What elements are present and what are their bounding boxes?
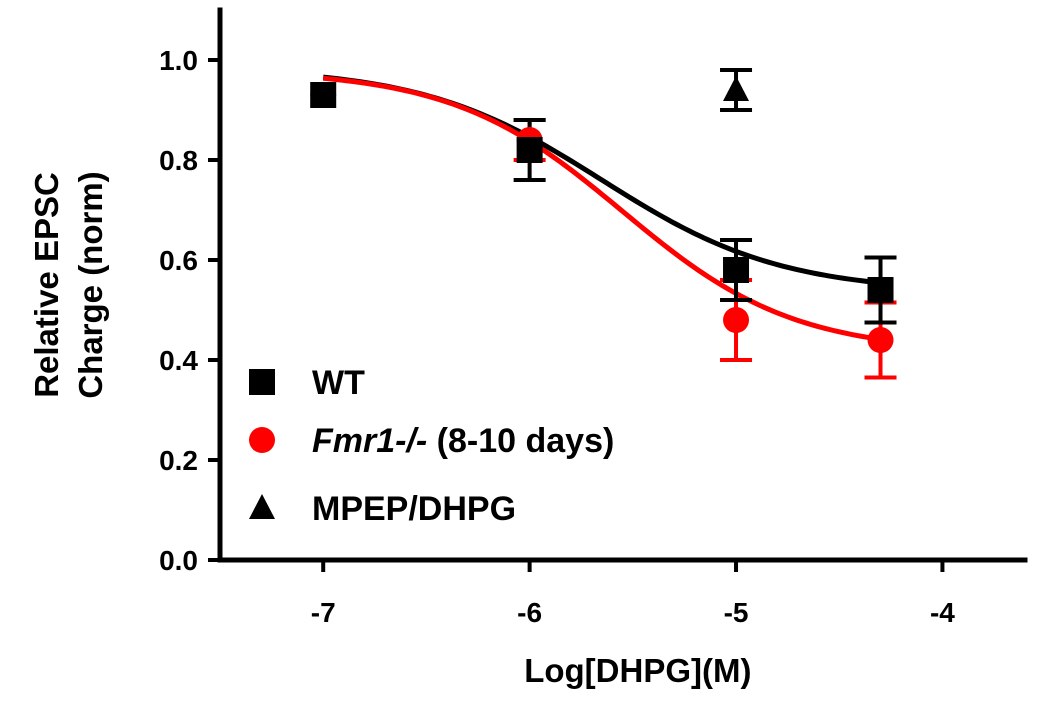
wt-square-point — [310, 82, 337, 108]
legend-item: Fmr1-/- (8-10 days) — [249, 422, 614, 460]
legend-label-part: WT — [312, 364, 365, 402]
mpep-triangle-point — [723, 76, 750, 101]
fmr1-circle-point — [867, 327, 894, 353]
x-tick-label: -5 — [724, 597, 749, 628]
y-tick-label: 0.0 — [159, 545, 198, 576]
y-axis-title-line1: Relative EPSC — [28, 172, 65, 398]
legend-label-part: MPEP/DHPG — [312, 490, 516, 528]
legend-item: WT — [249, 364, 365, 402]
y-tick-label: 1.0 — [159, 45, 198, 76]
y-tick-label: 0.6 — [159, 245, 198, 276]
legend-label-part: (8-10 days) — [427, 422, 614, 460]
legend-label: MPEP/DHPG — [312, 490, 516, 528]
y-tick-label: 0.8 — [159, 145, 198, 176]
x-tick-label: -7 — [311, 597, 336, 628]
legend-label-part: Fmr1-/- — [312, 422, 427, 460]
legend-item: MPEP/DHPG — [249, 490, 516, 528]
legend-triangle-icon — [249, 494, 275, 519]
fit-curve-fmr1 — [322, 75, 881, 342]
y-axis-title-line2: Charge (norm) — [72, 171, 109, 398]
fit-curve-wt — [322, 74, 881, 286]
legend-label: Fmr1-/- (8-10 days) — [312, 422, 614, 460]
x-tick-label: -4 — [930, 597, 955, 628]
legend: WT Fmr1-/- (8-10 days) MPEP/DHPG — [249, 364, 614, 528]
data-points — [310, 76, 894, 353]
x-tick-label: -6 — [517, 597, 542, 628]
wt-square-point — [516, 137, 543, 163]
wt-square-point — [867, 277, 894, 303]
legend-square-icon — [249, 369, 275, 395]
y-tick-label: 0.4 — [159, 345, 198, 376]
legend-circle-icon — [249, 427, 275, 453]
y-tick-label: 0.2 — [159, 445, 198, 476]
axes: 0.0 0.2 0.4 0.6 0.8 1.0 -7 -6 -5 -4 Log[DHPG](M) Re… — [28, 7, 1028, 689]
fit-curves — [322, 74, 881, 342]
wt-square-point — [723, 257, 750, 283]
fmr1-circle-point — [723, 307, 750, 333]
x-axis-title: Log[DHPG](M) — [524, 652, 751, 689]
legend-label: WT — [312, 364, 365, 402]
